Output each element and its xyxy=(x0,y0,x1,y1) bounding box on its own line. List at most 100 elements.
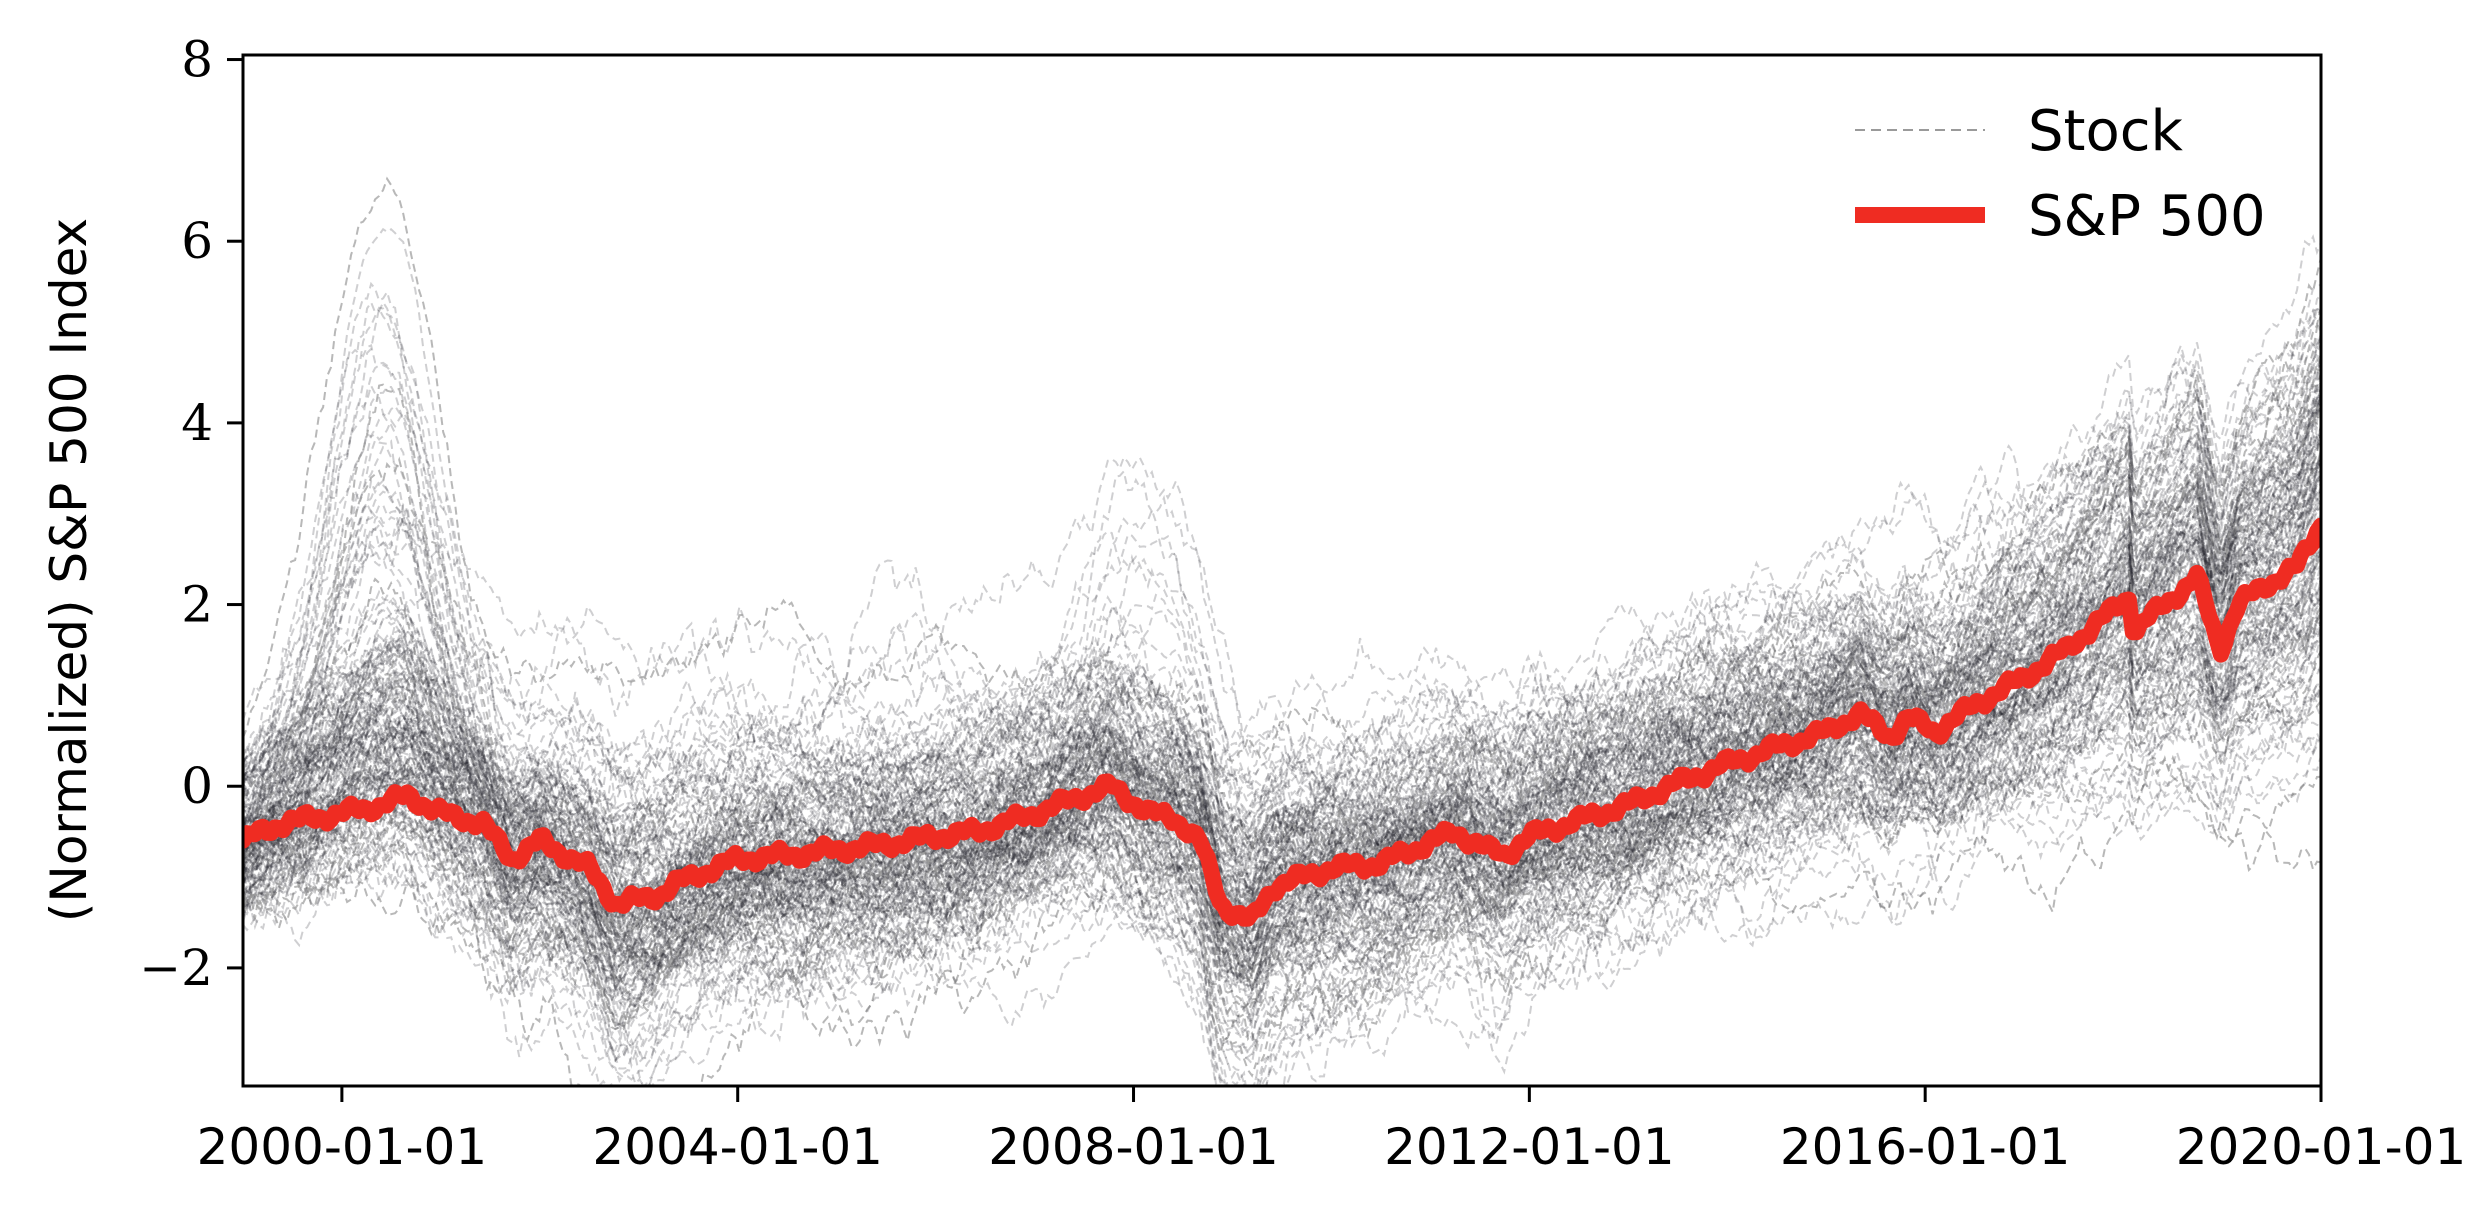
stock-line xyxy=(243,504,2321,953)
stock-line xyxy=(243,527,2321,1000)
legend: Stock S&P 500 xyxy=(1830,85,2300,265)
stock-line xyxy=(243,464,2321,992)
y-tick-label: 0 xyxy=(181,757,213,815)
stock-line xyxy=(243,565,2321,916)
stock-line xyxy=(243,473,2321,980)
stock-line xyxy=(243,679,2321,989)
stock-line xyxy=(243,598,2321,845)
stock-line xyxy=(243,600,2321,986)
stock-line xyxy=(243,489,2321,1057)
stock-line xyxy=(243,597,2321,976)
stock-line xyxy=(243,300,2321,929)
stock-line xyxy=(243,579,2321,923)
stock-line xyxy=(243,416,2321,1025)
stock-line xyxy=(243,445,2321,865)
stock-line xyxy=(243,605,2321,846)
stock-line xyxy=(243,616,2321,973)
stock-line xyxy=(243,531,2321,960)
stock-line xyxy=(243,394,2321,999)
stock-line xyxy=(243,307,2321,1043)
stock-line xyxy=(243,453,2321,912)
stock-line xyxy=(243,667,2321,881)
stock-line xyxy=(243,684,2321,983)
stock-line xyxy=(243,438,2321,1013)
stock-line xyxy=(243,234,2321,992)
stock-line xyxy=(243,490,2321,924)
stock-line xyxy=(243,469,2321,966)
stock-line xyxy=(243,176,2321,787)
stock-line xyxy=(243,651,2321,925)
y-tick-label: 4 xyxy=(181,394,213,452)
stock-line xyxy=(243,547,2321,874)
stock-line xyxy=(243,458,2321,968)
stock-line xyxy=(243,390,2321,899)
stock-line xyxy=(243,373,2321,1056)
stock-line xyxy=(243,589,2321,1063)
stock-line xyxy=(243,477,2321,962)
x-tick-label: 2008-01-01 xyxy=(988,1118,1279,1176)
stock-line xyxy=(243,357,2321,940)
stock-line xyxy=(243,306,2321,896)
stock-line xyxy=(243,479,2321,866)
y-axis-title: (Normalized) S&P 500 Index xyxy=(40,218,98,922)
y-tick-label: −2 xyxy=(139,939,213,997)
x-tick-label: 2000-01-01 xyxy=(197,1118,488,1176)
stock-line xyxy=(243,593,2321,943)
stock-line xyxy=(243,372,2321,1028)
stock-line xyxy=(243,462,2321,1081)
stock-line xyxy=(243,586,2321,864)
x-tick-label: 2016-01-01 xyxy=(1780,1118,2071,1176)
stock-line xyxy=(243,362,2321,971)
stock-line xyxy=(243,581,2321,945)
stock-line xyxy=(243,431,2321,853)
stock-line xyxy=(243,502,2321,988)
stock-line xyxy=(243,607,2321,945)
y-tick-label: 6 xyxy=(181,212,213,270)
stock-line xyxy=(243,306,2321,908)
stock-line xyxy=(243,354,2321,1031)
x-axis-ticks: 2000-01-01 2004-01-01 2008-01-01 2012-01-01… xyxy=(197,1086,2467,1176)
stock-line xyxy=(243,450,2321,940)
stock-line xyxy=(243,392,2321,951)
x-tick-label: 2012-01-01 xyxy=(1384,1118,1675,1176)
stock-line xyxy=(243,357,2321,992)
stock-line xyxy=(243,455,2321,807)
stock-line xyxy=(243,401,2321,887)
stock-line xyxy=(243,427,2321,977)
stock-line xyxy=(243,623,2321,979)
stock-line xyxy=(243,364,2321,850)
stock-line xyxy=(243,337,2321,927)
stock-line xyxy=(243,390,2321,988)
stock-line xyxy=(243,477,2321,901)
stock-line xyxy=(243,556,2321,1030)
stock-line xyxy=(243,473,2321,824)
stock-line xyxy=(243,506,2321,1086)
x-tick-label: 2020-01-01 xyxy=(2176,1118,2467,1176)
legend-sp500-label: S&P 500 xyxy=(2028,184,2266,249)
stock-line xyxy=(243,638,2321,936)
y-axis-ticks: −2 0 2 4 6 8 xyxy=(139,31,243,997)
stock-line xyxy=(243,734,2321,897)
stock-line xyxy=(243,487,2321,972)
stock-line xyxy=(243,387,2321,1049)
stock-line xyxy=(243,550,2321,916)
stock-line xyxy=(243,487,2321,1037)
plot-frame xyxy=(241,53,2323,1088)
stock-line xyxy=(243,498,2321,809)
stock-line xyxy=(243,333,2321,1027)
stock-line xyxy=(243,613,2321,1086)
stock-line xyxy=(243,227,2321,863)
stock-line xyxy=(243,690,2321,929)
stock-line xyxy=(243,456,2321,1086)
stock-line xyxy=(243,577,2321,979)
stock-line xyxy=(243,443,2321,952)
stock-line xyxy=(243,421,2321,960)
stock-line xyxy=(243,545,2321,961)
stock-line xyxy=(243,283,2321,956)
stock-line xyxy=(243,336,2321,996)
stock-line xyxy=(243,729,2321,945)
stock-line xyxy=(243,381,2321,1005)
stock-line xyxy=(243,487,2321,980)
stock-line xyxy=(243,598,2321,828)
